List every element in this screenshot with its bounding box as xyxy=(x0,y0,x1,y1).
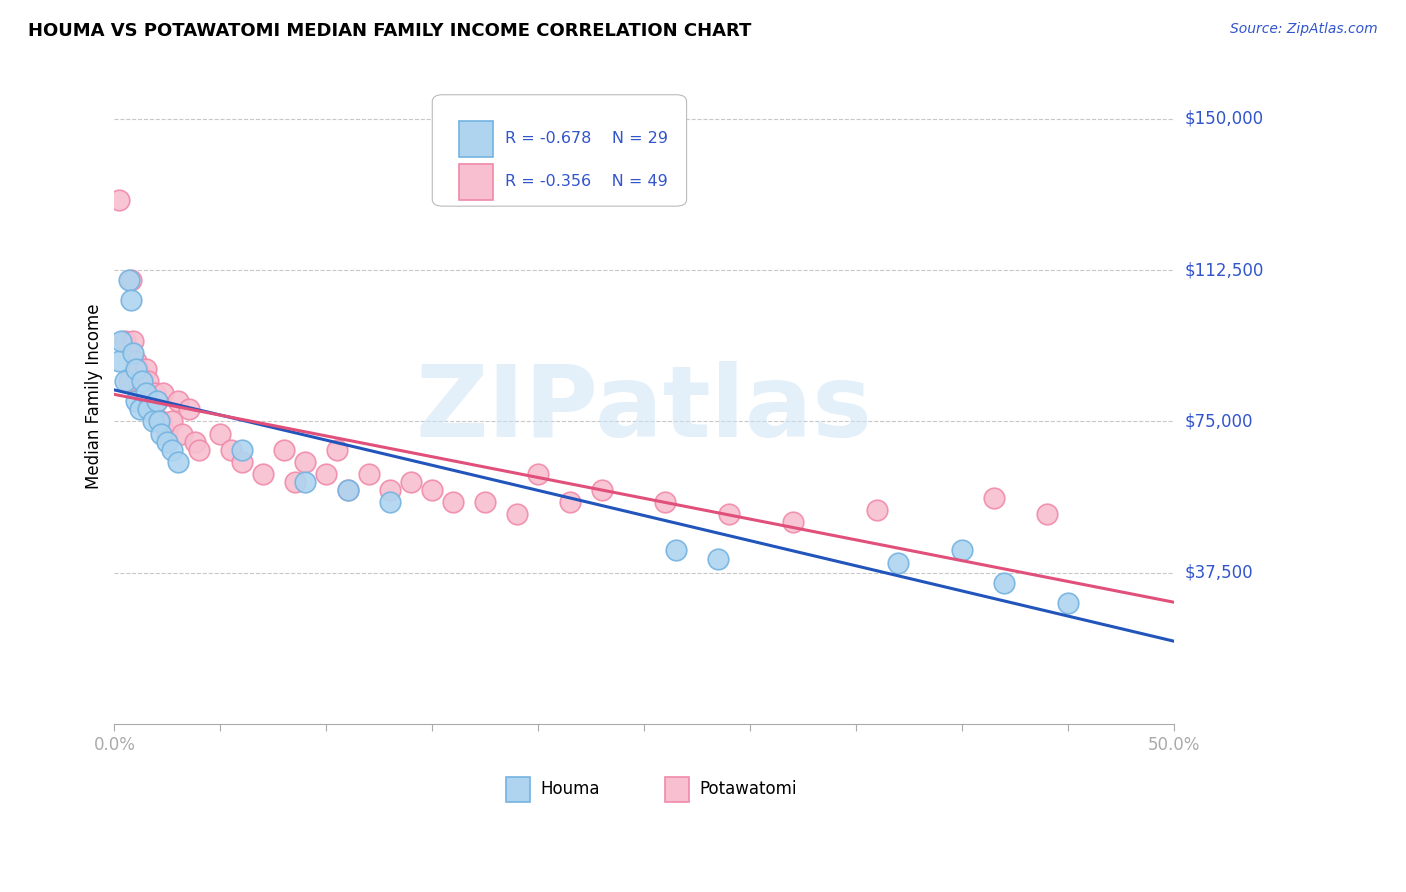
Point xyxy=(124,362,146,376)
Point xyxy=(146,394,169,409)
Point xyxy=(591,483,613,497)
Point xyxy=(782,515,804,529)
Point xyxy=(219,442,242,457)
Point xyxy=(114,374,136,388)
Point xyxy=(120,273,142,287)
Text: $112,500: $112,500 xyxy=(1185,261,1264,279)
Point xyxy=(128,402,150,417)
FancyBboxPatch shape xyxy=(506,777,530,802)
Point xyxy=(983,491,1005,505)
Point xyxy=(443,495,465,509)
Point xyxy=(156,434,179,449)
Point xyxy=(315,467,337,481)
Point xyxy=(132,394,155,409)
Point xyxy=(107,354,129,368)
Text: $37,500: $37,500 xyxy=(1185,564,1254,582)
Text: R = -0.356    N = 49: R = -0.356 N = 49 xyxy=(505,175,668,189)
Point xyxy=(1057,596,1080,610)
FancyBboxPatch shape xyxy=(665,777,689,802)
Point xyxy=(336,483,359,497)
Point xyxy=(150,426,173,441)
Point xyxy=(273,442,295,457)
Point xyxy=(378,483,401,497)
FancyBboxPatch shape xyxy=(458,164,492,200)
Point xyxy=(146,394,169,409)
FancyBboxPatch shape xyxy=(458,120,492,157)
Text: $150,000: $150,000 xyxy=(1185,110,1264,128)
Point xyxy=(326,442,349,457)
Point xyxy=(177,402,200,417)
Point xyxy=(156,426,179,441)
Point xyxy=(294,475,316,489)
Point xyxy=(107,193,129,207)
Point xyxy=(150,414,173,428)
Point xyxy=(172,426,194,441)
Point xyxy=(527,467,550,481)
Point xyxy=(152,386,174,401)
Text: Source: ZipAtlas.com: Source: ZipAtlas.com xyxy=(1230,22,1378,37)
Text: R = -0.678    N = 29: R = -0.678 N = 29 xyxy=(505,131,668,146)
Text: HOUMA VS POTAWATOMI MEDIAN FAMILY INCOME CORRELATION CHART: HOUMA VS POTAWATOMI MEDIAN FAMILY INCOME… xyxy=(28,22,751,40)
Point xyxy=(148,414,170,428)
Point xyxy=(209,426,232,441)
Point xyxy=(118,374,141,388)
Point xyxy=(357,467,380,481)
Point xyxy=(506,507,529,521)
Point xyxy=(866,503,889,517)
Point xyxy=(188,442,211,457)
Point xyxy=(717,507,740,521)
Point xyxy=(231,455,253,469)
Point xyxy=(114,334,136,348)
Point xyxy=(474,495,496,509)
Point xyxy=(160,414,183,428)
Point xyxy=(336,483,359,497)
Point xyxy=(399,475,422,489)
Point xyxy=(131,374,153,388)
Point xyxy=(160,442,183,457)
Text: Potawatomi: Potawatomi xyxy=(699,780,797,798)
Point xyxy=(950,543,973,558)
Point xyxy=(887,556,910,570)
Point xyxy=(707,551,730,566)
Point xyxy=(122,346,145,360)
Point xyxy=(124,394,146,409)
Point xyxy=(231,442,253,457)
Point xyxy=(167,394,190,409)
Point xyxy=(120,293,142,308)
Point xyxy=(131,374,153,388)
Point xyxy=(665,543,688,558)
Point xyxy=(294,455,316,469)
Point xyxy=(283,475,305,489)
Point xyxy=(142,402,165,417)
Point xyxy=(143,386,166,401)
Point xyxy=(135,386,157,401)
Point xyxy=(1036,507,1059,521)
Point xyxy=(654,495,676,509)
Point xyxy=(558,495,581,509)
Point xyxy=(993,575,1015,590)
Point xyxy=(122,334,145,348)
Text: $75,000: $75,000 xyxy=(1185,412,1254,431)
Point xyxy=(118,273,141,287)
Point xyxy=(142,414,165,428)
Point xyxy=(124,354,146,368)
Point xyxy=(135,362,157,376)
FancyBboxPatch shape xyxy=(432,95,686,206)
Point xyxy=(167,455,190,469)
Point xyxy=(136,402,159,417)
Text: ZIPatlas: ZIPatlas xyxy=(416,361,873,458)
Point xyxy=(378,495,401,509)
Point xyxy=(136,374,159,388)
Text: Houma: Houma xyxy=(540,780,600,798)
Point xyxy=(110,334,132,348)
Point xyxy=(420,483,443,497)
Point xyxy=(127,362,149,376)
Point xyxy=(252,467,274,481)
Y-axis label: Median Family Income: Median Family Income xyxy=(86,303,103,489)
Point xyxy=(184,434,207,449)
